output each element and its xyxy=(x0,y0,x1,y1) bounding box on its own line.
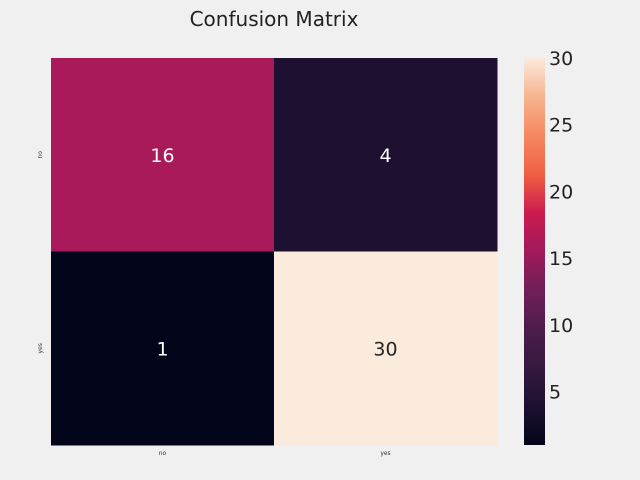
chart-title: Confusion Matrix xyxy=(190,7,359,31)
heatmap-cells xyxy=(51,58,498,446)
cell-annotation-no-no: 16 xyxy=(150,145,174,167)
heatmap-cell-yes-yes xyxy=(274,251,498,446)
heatmap-cell-yes-no xyxy=(51,251,275,446)
y-axis-ticks: no yes xyxy=(37,151,44,354)
x-tick-label-yes: yes xyxy=(380,450,390,457)
cell-annotations: 16 4 1 30 xyxy=(150,145,397,361)
heatmap-cell-no-yes xyxy=(274,58,498,252)
colorbar-tick-label-15: 15 xyxy=(549,248,573,270)
colorbar-ticks: 5 10 15 20 25 30 xyxy=(549,48,573,404)
x-axis-ticks: no yes xyxy=(159,450,391,457)
colorbar-tick-label-5: 5 xyxy=(549,382,561,404)
y-tick-label-no: no xyxy=(37,151,44,159)
colorbar-tick-label-10: 10 xyxy=(549,315,573,337)
colorbar-tick-label-25: 25 xyxy=(549,115,573,137)
colorbar xyxy=(524,58,545,445)
heatmap-cell-no-no xyxy=(51,58,275,252)
colorbar-tick-label-20: 20 xyxy=(549,181,573,203)
colorbar-tick-label-30: 30 xyxy=(549,48,573,70)
cell-annotation-yes-no: 1 xyxy=(156,338,168,360)
cell-annotation-yes-yes: 30 xyxy=(373,338,397,360)
cell-annotation-no-yes: 4 xyxy=(379,145,391,167)
y-tick-label-yes: yes xyxy=(37,343,44,353)
x-tick-label-no: no xyxy=(159,450,167,457)
